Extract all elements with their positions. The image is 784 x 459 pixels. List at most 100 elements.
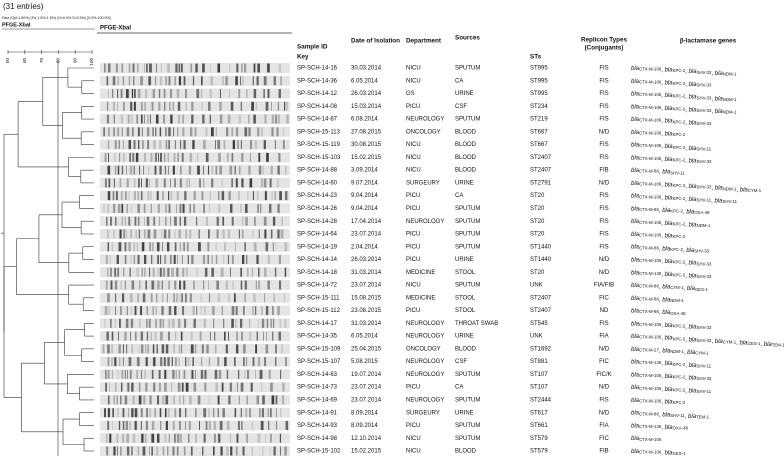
gel-band	[246, 433, 248, 443]
gel-lane	[100, 88, 290, 99]
gel-lane	[100, 433, 290, 444]
gel-band	[234, 293, 236, 303]
gel-band	[105, 255, 108, 264]
gel-band	[273, 293, 275, 303]
gel-band	[172, 420, 175, 430]
cell: 2.04.2014	[351, 244, 378, 250]
gel-band	[128, 191, 130, 201]
gene-separator: ,	[711, 338, 714, 344]
gel-band	[263, 76, 267, 86]
gene-separator: ,	[659, 310, 662, 316]
gel-band	[104, 408, 106, 418]
cell: SP-SCH-14-18	[297, 270, 338, 276]
gel-band	[265, 306, 269, 316]
gel-band	[229, 165, 233, 175]
gene-list: blaCTX-M-106, blaKPC-2, blaSHV-33	[631, 321, 712, 330]
gel-band	[208, 408, 210, 418]
gene-prefix: bla	[665, 118, 674, 124]
gene-sub: KPC-2	[673, 183, 686, 188]
gel-band	[189, 152, 193, 162]
gel-band	[277, 229, 280, 239]
gel-band	[165, 344, 169, 354]
cell: 23.07.2014	[351, 398, 382, 404]
gel-band	[229, 63, 231, 73]
gel-band	[174, 229, 176, 239]
gel-band	[221, 306, 223, 316]
gene-sub: SHV-33	[697, 70, 712, 75]
gel-band	[133, 76, 135, 86]
gene-separator: ,	[685, 69, 688, 75]
gel-band	[202, 63, 205, 73]
gel-band	[153, 382, 156, 392]
gel-band	[185, 382, 189, 392]
cell: 9.07.2014	[351, 180, 378, 186]
gel-band	[188, 433, 190, 443]
gel-band	[155, 127, 157, 137]
gel-band	[126, 344, 128, 354]
cell: ST1692	[530, 346, 552, 352]
cell: 15.02.2015	[351, 155, 382, 161]
gel-band	[203, 433, 206, 443]
gel-band	[159, 165, 162, 175]
gel-band	[187, 242, 189, 252]
gel-band	[251, 446, 253, 456]
cell: ST667	[530, 129, 548, 135]
gel-band	[121, 203, 124, 213]
gel-band	[213, 408, 215, 418]
gel-band	[228, 331, 229, 341]
gel-band	[258, 318, 260, 328]
gel-band	[253, 63, 256, 73]
gel-band	[270, 229, 273, 239]
gel-band	[152, 344, 155, 354]
gel-band	[261, 306, 263, 316]
cell: MEDICINE	[406, 295, 435, 301]
gel-band	[181, 293, 184, 303]
gel-band	[234, 165, 236, 175]
gel-band	[131, 203, 132, 213]
gel-band	[230, 101, 234, 111]
gene-list: blaCTX-M-106, blaKPC-2, blaSHV-11	[631, 385, 712, 394]
gene-separator: ,	[684, 286, 687, 292]
gene-separator: ,	[661, 67, 664, 73]
gel-band	[270, 433, 272, 443]
gene-list: blaCTX-M-86, blaOXA-48	[631, 308, 686, 316]
gene-list: blaCTX-M-106, blaKPC-2, blaSHV-33	[631, 372, 712, 381]
gel-band	[226, 420, 230, 430]
gel-band	[264, 191, 267, 201]
gel-band	[107, 395, 110, 405]
cell: SP-SCH-15-102	[297, 449, 341, 455]
cell: N/D	[599, 270, 610, 276]
gel-band	[255, 101, 257, 111]
gel-band	[154, 318, 158, 328]
gene-prefix: bla	[631, 359, 640, 365]
gel-band	[174, 242, 177, 252]
cell: 6.08.2014	[351, 117, 378, 123]
gel-band	[216, 280, 219, 290]
gene-prefix: bla	[689, 196, 698, 202]
scale-tick-label: 90	[72, 58, 77, 64]
gel-lane	[100, 75, 290, 86]
gel-band	[273, 76, 276, 86]
gene-separator: ,	[685, 120, 688, 126]
gene-sub: CTX-M-86	[639, 245, 659, 250]
gel-band	[263, 140, 266, 150]
gel-band	[152, 267, 155, 277]
gene-prefix: bla	[688, 413, 697, 419]
gel-lane	[100, 420, 290, 431]
gene-prefix: bla	[631, 410, 640, 416]
gel-lane	[100, 228, 290, 239]
gene-sub: CTX-M-106	[639, 335, 662, 340]
cell: 6.05.2014	[351, 78, 378, 84]
gel-band	[113, 101, 115, 111]
gel-band	[143, 165, 144, 175]
gene-separator: ,	[659, 297, 662, 303]
cell: NEUROLOGY	[406, 359, 444, 365]
gel-band	[208, 395, 210, 405]
cell: SP-SCH-15-112	[297, 308, 341, 314]
cell: PICU	[406, 257, 420, 263]
gel-band	[114, 357, 117, 367]
gel-band	[208, 280, 209, 290]
gel-band	[154, 165, 157, 175]
gel-band	[151, 446, 154, 456]
gel-band	[246, 357, 248, 367]
